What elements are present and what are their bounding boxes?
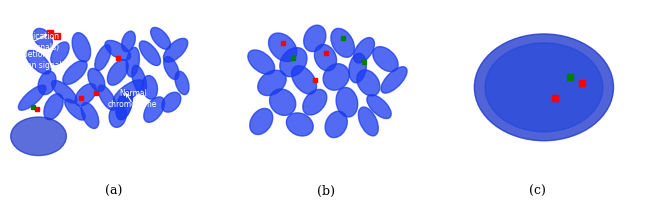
Ellipse shape [485,43,603,132]
Ellipse shape [143,76,158,99]
Ellipse shape [323,64,350,90]
Ellipse shape [126,47,139,77]
Ellipse shape [95,45,111,71]
Ellipse shape [258,70,286,96]
Ellipse shape [286,113,313,136]
Ellipse shape [109,104,126,127]
Ellipse shape [122,31,135,52]
Circle shape [10,117,66,156]
Ellipse shape [353,37,374,63]
Ellipse shape [113,80,144,104]
Ellipse shape [44,94,63,120]
Ellipse shape [51,81,77,103]
Ellipse shape [175,71,189,95]
Text: (c): (c) [529,185,546,198]
Ellipse shape [72,33,90,62]
Ellipse shape [367,95,391,119]
Ellipse shape [250,108,273,135]
Ellipse shape [381,67,407,93]
Ellipse shape [161,92,181,112]
Ellipse shape [163,38,187,62]
Ellipse shape [38,71,56,95]
Ellipse shape [475,34,613,141]
Ellipse shape [150,27,171,49]
Ellipse shape [314,44,337,71]
Ellipse shape [62,61,87,84]
Ellipse shape [358,107,378,136]
Ellipse shape [105,40,131,60]
Ellipse shape [51,42,69,64]
Ellipse shape [33,28,52,48]
Text: 6p duplication
(2 red signals): 6p duplication (2 red signals) [5,33,59,52]
Ellipse shape [144,97,165,122]
Ellipse shape [139,41,161,66]
Ellipse shape [325,111,347,138]
Ellipse shape [336,87,358,117]
Ellipse shape [88,68,105,91]
Ellipse shape [331,28,354,57]
Ellipse shape [132,65,146,95]
Ellipse shape [27,50,51,74]
Ellipse shape [116,90,132,120]
Ellipse shape [18,85,46,110]
Ellipse shape [269,33,297,62]
Ellipse shape [64,99,85,120]
Text: Normal
chromosome
6: Normal chromosome 6 [108,89,158,119]
Ellipse shape [292,66,316,94]
Ellipse shape [163,56,179,80]
Text: (a): (a) [105,185,122,198]
Ellipse shape [303,89,327,115]
Ellipse shape [280,48,307,77]
Ellipse shape [270,89,296,115]
Ellipse shape [75,84,96,106]
Ellipse shape [304,25,326,52]
Ellipse shape [373,47,398,72]
Ellipse shape [81,103,99,129]
Ellipse shape [107,60,128,85]
Ellipse shape [98,85,116,110]
Ellipse shape [349,53,367,83]
Text: 6q deletion
(0 green signal): 6q deletion (0 green signal) [5,50,65,70]
Ellipse shape [248,50,275,74]
Text: (b): (b) [316,185,335,198]
Ellipse shape [357,70,380,96]
